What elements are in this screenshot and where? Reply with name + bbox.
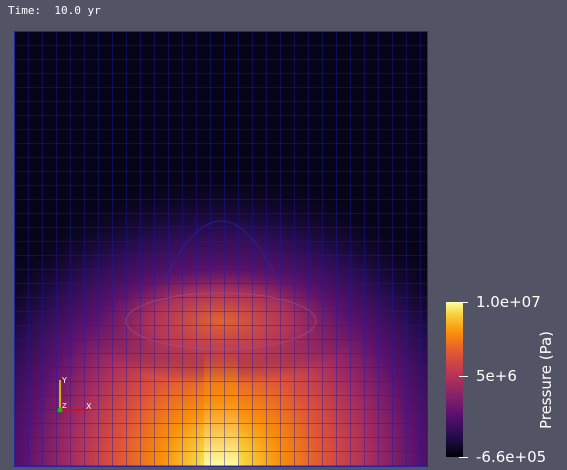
orientation-axes: Y X Z bbox=[52, 374, 100, 418]
mesh-refinement-ring bbox=[125, 292, 317, 350]
mesh-refinement-arc bbox=[163, 220, 279, 282]
colorbar-mid-label: 5e+6 bbox=[476, 367, 517, 385]
render-viewport[interactable] bbox=[14, 31, 428, 467]
colorbar-title: Pressure (Pa) bbox=[537, 330, 555, 430]
time-readout: Time: 10.0 yr bbox=[8, 4, 101, 17]
mesh-grid bbox=[14, 31, 428, 467]
colorbar-tick-mid bbox=[459, 376, 468, 377]
colorbar bbox=[446, 302, 463, 457]
time-value: 10.0 yr bbox=[54, 4, 101, 17]
axis-x-label: X bbox=[86, 402, 92, 411]
colorbar-tick-max bbox=[459, 302, 468, 303]
colorbar-tick-min bbox=[459, 457, 468, 458]
time-label-text: Time: bbox=[8, 4, 42, 17]
colorbar-max-label: 1.0e+07 bbox=[476, 293, 541, 311]
axis-y-label: Y bbox=[61, 376, 67, 385]
axis-z-label: Z bbox=[62, 402, 67, 410]
colorbar-min-label: -6.6e+05 bbox=[476, 448, 547, 466]
domain-border bbox=[14, 31, 428, 467]
